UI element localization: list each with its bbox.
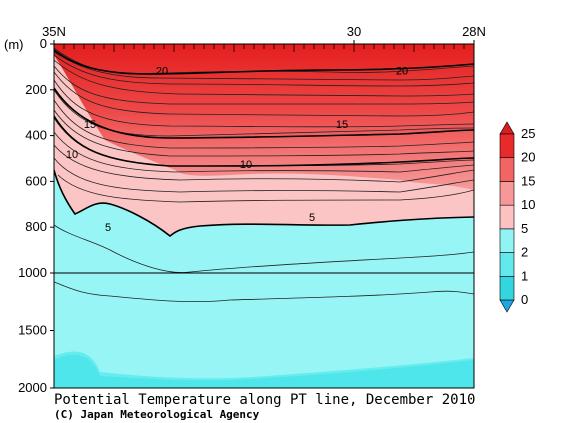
contour-label: 5 xyxy=(105,222,111,234)
y-tick-label: 1000 xyxy=(18,265,47,280)
plot-area xyxy=(54,44,474,388)
x-axis: 35N 30 28N xyxy=(42,24,486,44)
x-tick-label: 35N xyxy=(42,24,66,39)
y-tick-label: 200 xyxy=(25,82,47,97)
contour-label-text: 20 xyxy=(156,65,168,77)
y-tick-label: 400 xyxy=(25,128,47,143)
y-axis: 200 400 600 800 1000 1500 2000 0 xyxy=(18,36,54,395)
y-tick-label: 1500 xyxy=(18,323,47,338)
major-contours xyxy=(54,49,474,238)
colorbar-label: 15 xyxy=(521,173,535,188)
contour-5 xyxy=(54,169,474,238)
contour-label: 20 xyxy=(396,65,408,77)
colorbar-label: 5 xyxy=(521,221,528,236)
colorbar-segment xyxy=(499,275,515,301)
contour-lines xyxy=(54,47,474,303)
contour-label-text: 10 xyxy=(240,159,252,171)
contour-label: 15 xyxy=(336,119,348,131)
colorbar-label: 20 xyxy=(521,150,535,165)
contour-20 xyxy=(54,49,474,75)
colorbar-bottom-arrow xyxy=(499,299,515,313)
y-unit-label: (m) xyxy=(4,37,24,52)
x-tick-label: 30 xyxy=(347,24,361,39)
y-tick-label: 800 xyxy=(25,219,47,234)
y-tick-label: 600 xyxy=(25,173,47,188)
contour-15 xyxy=(54,87,474,139)
contour-label: 15 xyxy=(84,119,96,131)
contour-label-text: 20 xyxy=(396,65,408,77)
contour-label-text: 10 xyxy=(66,149,78,161)
contour-label-text: 15 xyxy=(336,119,348,131)
colorbar-segment xyxy=(499,204,515,230)
x-tick-label: 28N xyxy=(462,24,486,39)
chart-credit: (C) Japan Meteorological Agency xyxy=(54,408,260,421)
colorbar-label: 1 xyxy=(521,268,528,283)
chart-title: Potential Temperature along PT line, Dec… xyxy=(54,392,475,408)
colorbar-label: 2 xyxy=(521,245,528,260)
colorbar-segment xyxy=(499,181,515,206)
colorbar-label: 10 xyxy=(521,197,535,212)
contour-label: 10 xyxy=(66,149,78,161)
contour-label: 20 xyxy=(156,65,168,77)
colorbar-label: 0 xyxy=(521,292,528,307)
contour-label-text: 5 xyxy=(105,222,111,234)
colorbar-top-arrow xyxy=(499,121,515,135)
y-tick-label: 0 xyxy=(40,36,47,51)
contour-label-text: 15 xyxy=(84,119,96,131)
contour-label: 5 xyxy=(309,212,315,224)
contour-label-text: 5 xyxy=(309,212,315,224)
station-ticks xyxy=(53,44,475,52)
contour-10 xyxy=(54,115,474,167)
colorbar-segment xyxy=(499,228,515,253)
colorbar-segment xyxy=(499,133,515,159)
y-tick-label: 2000 xyxy=(18,380,47,395)
contour-label: 10 xyxy=(240,159,252,171)
colorbar-segment xyxy=(499,157,515,182)
colorbar-label: 25 xyxy=(521,126,535,141)
colorbar-segment xyxy=(499,252,515,277)
contour-labels: 20 20 15 15 10 10 5 5 xyxy=(66,65,408,234)
